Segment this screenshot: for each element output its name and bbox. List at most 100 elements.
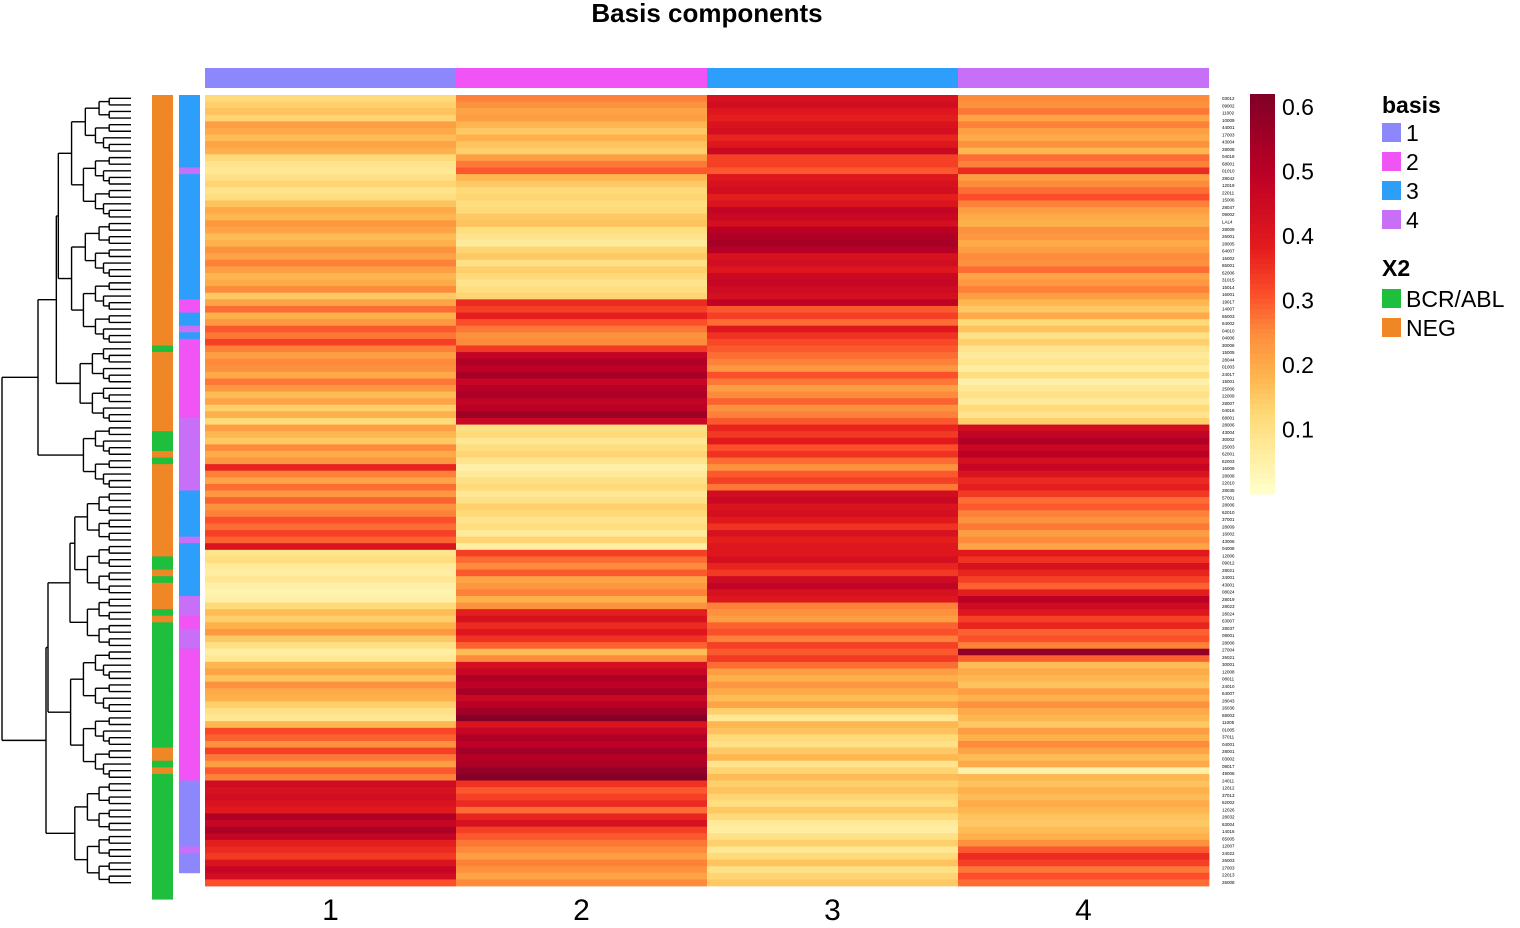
row-annotation-x2-cell <box>152 622 173 630</box>
heatmap-cell <box>958 417 1210 425</box>
heatmap-cell <box>456 371 708 379</box>
heatmap-cell <box>958 114 1210 122</box>
heatmap-cell <box>958 536 1210 544</box>
row-label: 65003 <box>1222 314 1235 319</box>
row-annotation-basis-cell <box>179 734 200 742</box>
row-annotation-basis-cell <box>179 628 200 636</box>
heatmap-cell <box>205 134 457 142</box>
heatmap-cell <box>205 628 457 636</box>
row-annotation-basis-cell <box>179 793 200 801</box>
heatmap-cell <box>456 549 708 557</box>
heatmap-cell <box>707 622 959 630</box>
row-label: 28042 <box>1222 176 1235 181</box>
row-annotation-basis-cell <box>179 325 200 333</box>
row-label: 26003 <box>1222 858 1235 863</box>
heatmap-cell <box>958 411 1210 419</box>
heatmap-cell <box>456 207 708 215</box>
heatmap-cell <box>958 622 1210 630</box>
row-annotation-basis-cell <box>179 760 200 768</box>
heatmap-cell <box>456 780 708 788</box>
heatmap-cell <box>205 259 457 267</box>
heatmap-cell <box>205 510 457 518</box>
row-annotation-x2-cell <box>152 233 173 241</box>
heatmap-cell <box>456 470 708 478</box>
heatmap-cell <box>205 879 457 887</box>
row-annotation-basis-cell <box>179 319 200 327</box>
heatmap-cell <box>958 681 1210 689</box>
row-annotation-basis-cell <box>179 820 200 828</box>
colorbar-tick-label: 0.6 <box>1282 94 1314 120</box>
heatmap-cell <box>205 760 457 768</box>
row-annotation-basis-cell <box>179 773 200 781</box>
heatmap-cell <box>958 424 1210 432</box>
row-annotation-basis-cell <box>179 193 200 201</box>
row-annotation-basis-cell <box>179 622 200 630</box>
colorbar-segment <box>1250 169 1275 175</box>
heatmap-cell <box>205 220 457 228</box>
heatmap-cell <box>958 826 1210 834</box>
heatmap-cell <box>707 187 959 195</box>
heatmap-cell <box>707 595 959 603</box>
heatmap-cell <box>456 668 708 676</box>
colorbar-segment <box>1250 229 1275 235</box>
row-annotation-x2-cell <box>152 477 173 485</box>
heatmap-cell <box>205 516 457 524</box>
row-annotation-x2-cell <box>152 134 173 142</box>
heatmap-cell <box>456 417 708 425</box>
colorbar-segment <box>1250 394 1275 400</box>
heatmap-cell <box>707 503 959 511</box>
row-annotation-basis-cell <box>179 688 200 696</box>
row-annotation-x2-cell <box>152 536 173 544</box>
colorbar-segment <box>1250 264 1275 270</box>
heatmap-cell <box>707 569 959 577</box>
legend-label: BCR/ABL <box>1406 286 1505 312</box>
heatmap-cell <box>456 595 708 603</box>
row-label: 25006 <box>1222 386 1235 391</box>
row-annotation-basis-cell <box>179 510 200 518</box>
row-annotation-x2-cell <box>152 240 173 248</box>
row-label: 12007 <box>1222 844 1235 849</box>
row-annotation-basis-cell <box>179 305 200 313</box>
heatmap-cell <box>707 154 959 162</box>
heatmap-cell <box>456 101 708 109</box>
row-annotation-x2-cell <box>152 470 173 478</box>
colorbar-segment <box>1250 254 1275 260</box>
row-label: 12008 <box>1222 669 1235 674</box>
row-label: 28047 <box>1222 205 1235 210</box>
row-annotation-x2-cell <box>152 358 173 366</box>
column-annotation-cell <box>456 68 707 88</box>
heatmap-cell <box>958 595 1210 603</box>
heatmap-cell <box>707 846 959 854</box>
heatmap-cell <box>205 859 457 867</box>
colorbar-tick-label: 0.1 <box>1282 416 1314 442</box>
row-dendrogram <box>1 97 131 884</box>
heatmap-cell <box>205 279 457 287</box>
heatmap-cell <box>958 457 1210 465</box>
row-annotation-x2-cell <box>152 635 173 643</box>
heatmap-cell <box>958 450 1210 458</box>
row-annotation-x2-cell <box>152 549 173 557</box>
heatmap-cell <box>205 312 457 320</box>
row-label: LAL4 <box>1222 219 1233 224</box>
heatmap-cell <box>958 582 1210 590</box>
row-label: 31015 <box>1222 278 1235 283</box>
colorbar-segment <box>1250 294 1275 300</box>
row-label: 28006 <box>1222 423 1235 428</box>
colorbar-segment <box>1250 244 1275 250</box>
heatmap-cell <box>205 780 457 788</box>
row-annotation-x2-cell <box>152 174 173 182</box>
row-annotation-basis-cell <box>179 95 200 102</box>
row-label: 28007 <box>1222 401 1235 406</box>
heatmap-cell <box>456 661 708 669</box>
heatmap-cell <box>707 839 959 847</box>
row-annotation-x2-cell <box>152 292 173 300</box>
row-label: 28021 <box>1222 568 1235 573</box>
heatmap-cell <box>205 688 457 696</box>
heatmap-cell <box>205 734 457 742</box>
row-label: 08024 <box>1222 590 1235 595</box>
heatmap-cell <box>707 668 959 676</box>
row-annotation-basis-cell <box>179 279 200 287</box>
heatmap-cell <box>456 154 708 162</box>
legend-label: NEG <box>1406 315 1456 341</box>
row-label: 43006 <box>1222 539 1235 544</box>
